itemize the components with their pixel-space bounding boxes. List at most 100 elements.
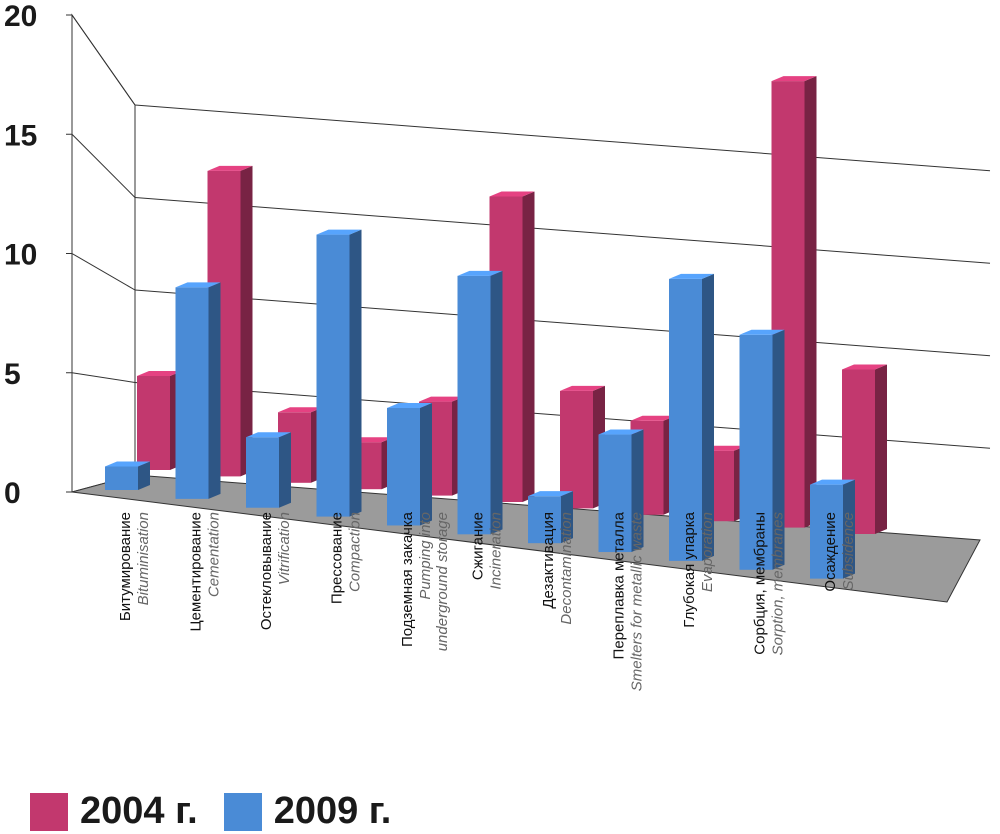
bar-2009-4-top xyxy=(387,402,432,408)
category-label-ru: Прессование xyxy=(329,512,346,604)
bar-2004-5-side xyxy=(522,191,535,502)
legend-label-2009: 2009 г. xyxy=(273,790,392,832)
bar-2009-5-side xyxy=(490,270,503,535)
bar-2009-9-side xyxy=(772,329,785,570)
bar-2009-6-side xyxy=(561,491,573,544)
bar-2009-5 xyxy=(457,270,503,535)
bar-2009-1 xyxy=(175,282,221,499)
category-label-en: Subsidence xyxy=(840,512,857,590)
bar-2004-9-top xyxy=(771,76,817,82)
gridline-wall xyxy=(71,14,136,106)
category-label-en: Vitrification xyxy=(276,512,293,585)
category-label-1: Цементирование Cementation xyxy=(188,512,223,631)
bar-2009-3-front xyxy=(316,234,350,517)
bar-2009-0 xyxy=(105,461,150,490)
category-label-5: Сжигание Incineration xyxy=(470,512,505,590)
bar-2004-1-top xyxy=(207,165,253,171)
bar-2009-8-top xyxy=(669,273,714,279)
bar-2009-8-side xyxy=(702,273,714,561)
bar-2009-5-front xyxy=(457,275,491,535)
bar-2004-4-top xyxy=(419,396,464,402)
category-label-en: underground storage xyxy=(434,512,451,651)
ytick-label: 15 xyxy=(4,119,37,152)
category-label-ru: Цементирование xyxy=(188,512,205,631)
bar-2009-10-top xyxy=(810,479,855,485)
ytick-label: 10 xyxy=(4,239,37,272)
category-label-ru: Глубокая упарка xyxy=(681,511,698,627)
gridline-back xyxy=(134,289,991,357)
bar-2009-7-top xyxy=(598,429,644,435)
bar-2009-9 xyxy=(739,329,785,570)
bar-2004-0 xyxy=(137,371,182,470)
bar-2009-4-front xyxy=(387,407,420,526)
category-label-ru: Сорбция, мембраны xyxy=(752,512,769,655)
category-label-ru: Дезактивация xyxy=(540,512,557,609)
bar-2004-5-top xyxy=(489,191,535,197)
category-label-en: Smelters for metallic waste xyxy=(629,512,646,691)
category-label-6: Дезактивация Decontamination xyxy=(540,512,575,625)
bar-2004-1-side xyxy=(240,165,253,477)
legend-item-2004: 2004 г. xyxy=(30,790,198,833)
bar-2009-7-side xyxy=(631,429,644,553)
ytick-label: 20 xyxy=(4,0,37,33)
bar-2009-6-top xyxy=(528,491,573,497)
gridline-wall xyxy=(71,372,136,383)
category-label-ru: Сжигание xyxy=(470,512,487,580)
bar-2009-3 xyxy=(316,229,362,517)
gridline-wall xyxy=(71,133,136,198)
bar-2009-10-side xyxy=(843,479,855,579)
category-label-ru: Остекловывание xyxy=(258,512,275,630)
bar-2009-2-side xyxy=(279,432,291,508)
bar-2009-10-front xyxy=(810,484,843,579)
legend-item-2009: 2009 г. xyxy=(223,790,392,833)
bar-2004-0-top xyxy=(137,371,182,376)
category-label-en: Compaction xyxy=(347,512,364,592)
bar-2009-0-front xyxy=(105,466,138,490)
category-label-7: Переплавка металла Smelters for metallic … xyxy=(611,511,646,691)
bar-2009-3-side xyxy=(349,229,362,517)
bar-2004-10-side xyxy=(875,364,887,534)
ytick-label: 5 xyxy=(4,358,21,391)
bar-2009-2 xyxy=(246,432,291,508)
bar-2004-7-top xyxy=(630,415,676,421)
ytick-label: 0 xyxy=(4,477,21,510)
bar-2009-6 xyxy=(528,491,573,544)
bar-2004-6 xyxy=(560,385,605,509)
bar-2009-4-side xyxy=(420,402,432,526)
bar-2009-8-front xyxy=(669,278,702,561)
category-label-ru: Битумирование xyxy=(117,512,134,621)
bar-2004-6-top xyxy=(560,385,605,391)
bar-2009-0-top xyxy=(105,461,150,467)
left-wall xyxy=(71,13,136,493)
bar-2009-6-front xyxy=(528,496,561,544)
legend-swatch-2009 xyxy=(223,792,262,831)
legend-swatch-2004 xyxy=(30,792,68,831)
bar-2009-5-top xyxy=(457,270,503,276)
bar-2009-2-top xyxy=(246,432,291,438)
category-label-0: Битумирование Bituminisation xyxy=(117,512,152,621)
category-label-9: Сорбция, мембраны Sorption, membranes xyxy=(752,512,787,656)
category-label-en: Pumping into xyxy=(417,512,434,600)
bar-2009-8 xyxy=(669,273,714,561)
bar-2009-3-top xyxy=(316,229,362,235)
legend-label-2004: 2004 г. xyxy=(80,790,198,832)
category-label-ru: Осаждение xyxy=(822,512,839,592)
category-label-ru: Подземная закачка xyxy=(399,511,416,647)
bar-2004-2-top xyxy=(278,407,323,413)
gridline-wall xyxy=(71,253,136,291)
bar-2004-0-front xyxy=(137,376,170,470)
bar-2004-10-top xyxy=(842,364,887,370)
category-label-8: Глубокая упарка Evaporation xyxy=(681,511,716,627)
category-label-4: Подземная закачка Pumping into underground… xyxy=(399,511,451,651)
bar-2009-0-side xyxy=(138,461,150,490)
category-label-en: Cementation xyxy=(206,512,223,597)
category-label-en: Incineration xyxy=(488,512,505,590)
bar-2009-1-front xyxy=(175,287,209,499)
category-label-en: Bituminisation xyxy=(135,512,152,605)
bar-2009-1-side xyxy=(208,282,221,499)
gridline-back xyxy=(134,197,991,264)
category-label-10: Осаждение Subsidence xyxy=(822,512,857,592)
bar-2009-10 xyxy=(810,479,855,579)
bar-2009-9-front xyxy=(739,334,773,570)
